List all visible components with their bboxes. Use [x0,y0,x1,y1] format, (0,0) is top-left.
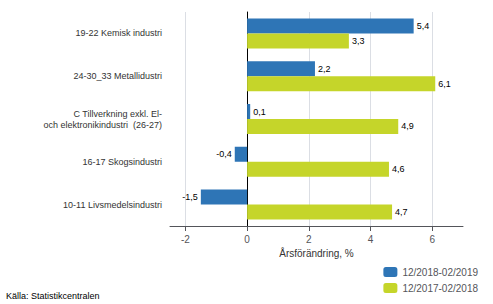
svg-text:C Tillverkning exkl. El-: C Tillverkning exkl. El- [73,109,162,119]
svg-text:0,1: 0,1 [253,107,266,117]
svg-text:10-11 Livsmedelsindustri: 10-11 Livsmedelsindustri [63,200,162,210]
svg-text:12/2017-02/2018: 12/2017-02/2018 [402,283,478,294]
svg-text:16-17 Skogsindustri: 16-17 Skogsindustri [82,157,162,167]
svg-text:Årsförändring, %: Årsförändring, % [279,247,354,259]
svg-text:6,1: 6,1 [438,79,451,89]
svg-text:4,9: 4,9 [401,121,414,131]
svg-text:12/2018-02/2019: 12/2018-02/2019 [402,267,478,278]
svg-text:5,4: 5,4 [417,21,430,31]
svg-text:19-22 Kemisk industri: 19-22 Kemisk industri [75,28,162,38]
svg-text:3,3: 3,3 [352,36,365,46]
svg-text:24-30_33 Metallidustri: 24-30_33 Metallidustri [73,71,162,81]
svg-text:4,6: 4,6 [392,164,405,174]
svg-text:2,2: 2,2 [318,64,331,74]
svg-text:0: 0 [244,234,250,245]
svg-text:Källa: Statistikcentralen: Källa: Statistikcentralen [6,291,100,301]
svg-text:4,7: 4,7 [395,207,408,217]
svg-text:-2: -2 [181,234,190,245]
svg-text:och elektronikindustri (26-27: och elektronikindustri (26-27) [43,120,162,130]
svg-text:2: 2 [306,234,312,245]
svg-text:6: 6 [429,234,435,245]
svg-text:4: 4 [368,234,374,245]
svg-text:-0,4: -0,4 [216,149,232,159]
svg-text:-1,5: -1,5 [182,192,198,202]
